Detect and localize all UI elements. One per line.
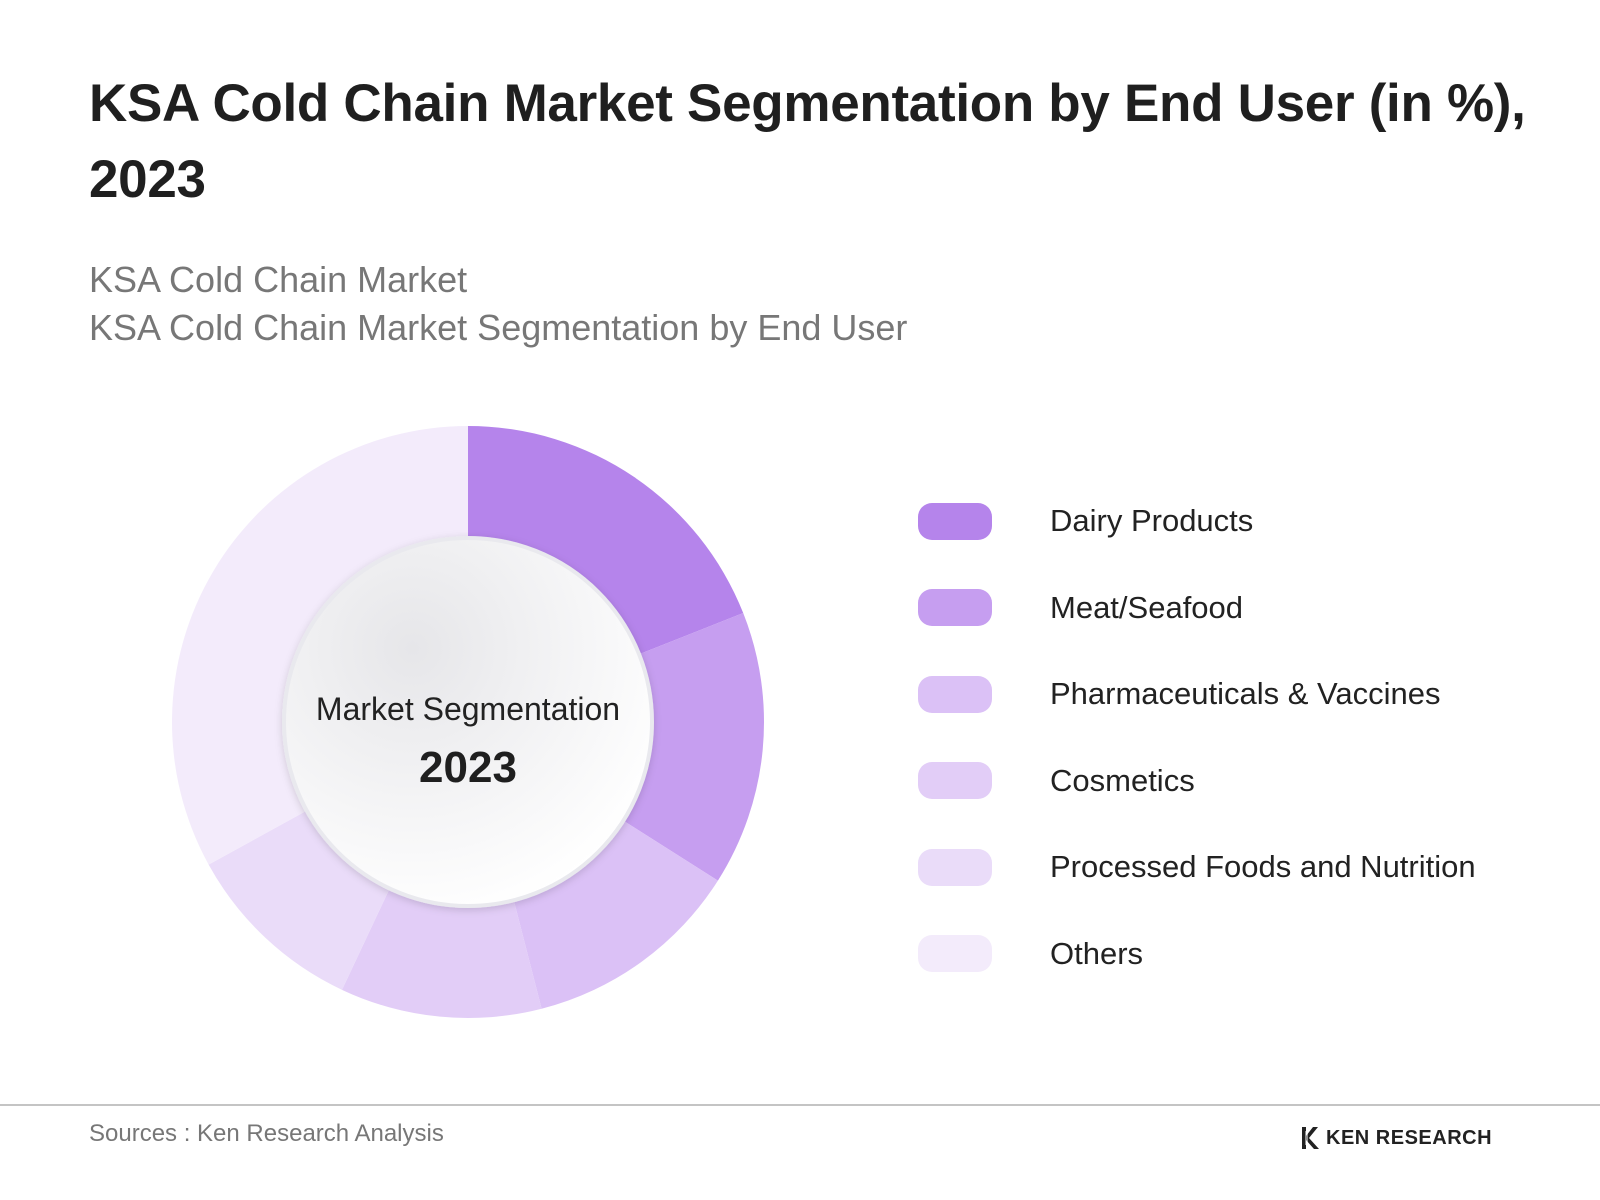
chart-subtitle: KSA Cold Chain Market KSA Cold Chain Mar…	[89, 256, 907, 352]
legend-swatch	[918, 589, 992, 627]
legend-label: Cosmetics	[1050, 762, 1195, 798]
donut-center	[282, 536, 654, 908]
legend-swatch	[918, 675, 992, 713]
chart-legend: Dairy Products Meat/Seafood Pharmaceutical…	[918, 478, 1558, 997]
donut-slice-cosmetics	[341, 888, 542, 1018]
legend-swatch	[918, 762, 992, 800]
brand-name: KEN RESEARCH	[1326, 1126, 1493, 1149]
legend-item: Pharmaceuticals & Vaccines	[918, 651, 1558, 738]
center-label: Market Segmentation	[316, 691, 620, 727]
legend-swatch	[918, 502, 992, 540]
legend-item: Meat/Seafood	[918, 565, 1558, 652]
subtitle-line-2: KSA Cold Chain Market Segmentation by En…	[89, 307, 908, 348]
donut-slices	[172, 426, 765, 1018]
brand-logo: KEN RESEARCH	[1300, 1122, 1492, 1154]
donut-slice-dairy-products	[468, 426, 744, 655]
ken-research-logo-icon	[1302, 1127, 1319, 1149]
donut-slice-others	[172, 426, 468, 865]
legend-item: Cosmetics	[918, 738, 1558, 825]
legend-label: Processed Foods and Nutrition	[1050, 849, 1476, 885]
legend-item: Others	[918, 911, 1558, 998]
legend-label: Meat/Seafood	[1050, 589, 1244, 625]
legend-label: Others	[1050, 935, 1144, 971]
center-year: 2023	[419, 743, 517, 792]
legend-item: Dairy Products	[918, 478, 1558, 565]
donut-slice-meat-seafood	[623, 613, 765, 881]
chart-title: KSA Cold Chain Market Segmentation by En…	[89, 74, 1526, 209]
legend-swatch	[918, 848, 992, 886]
legend-label: Dairy Products	[1050, 503, 1254, 539]
subtitle-line-1: KSA Cold Chain Market	[89, 259, 468, 300]
legend-item: Processed Foods and Nutrition	[918, 824, 1558, 911]
donut-slice-processed-foods-and-nutrition	[208, 810, 390, 990]
donut-slice-pharmaceuticals-vaccines	[513, 820, 718, 1009]
footer-divider	[0, 1104, 1600, 1106]
legend-label: Pharmaceuticals & Vaccines	[1050, 676, 1441, 712]
legend-swatch	[918, 935, 992, 973]
source-note: Sources : Ken Research Analysis	[89, 1120, 444, 1147]
